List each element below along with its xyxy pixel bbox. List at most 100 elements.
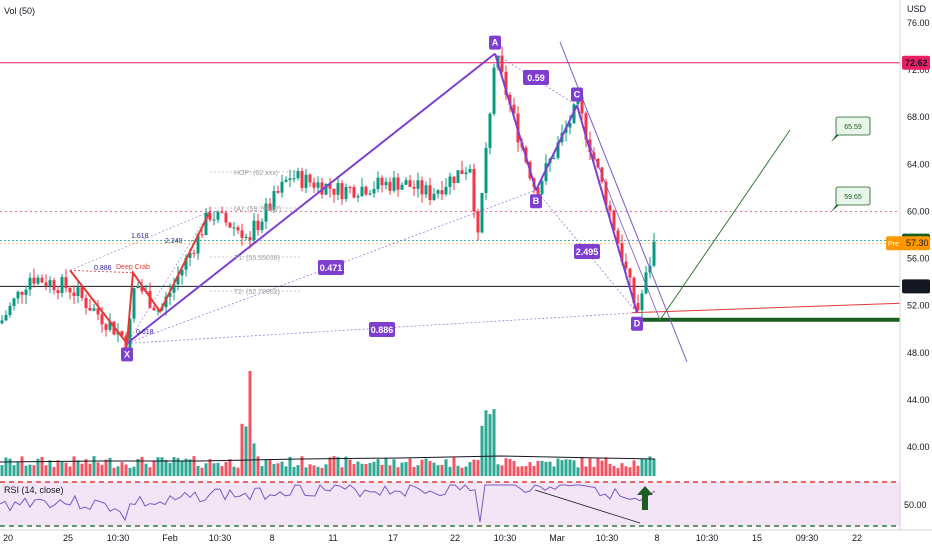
time-tick: 10:30 [696,533,719,543]
volume-bar [348,459,352,476]
candle-body [428,185,432,200]
price-tick: 60.00 [907,206,930,216]
volume-bar [508,458,512,476]
volume-bar [424,458,428,476]
volume-bar [532,465,536,476]
volume-bar [644,459,648,476]
volume-bar [296,465,300,476]
candle-body [540,181,544,195]
point-label-box [530,194,542,209]
volume-bar [180,461,184,476]
volume-bar [400,462,404,476]
candle-body [24,289,28,295]
time-tick: 17 [388,533,398,543]
volume-bar [500,465,504,476]
candle-body [216,211,220,220]
point-label-a: A [492,38,499,48]
volume-bar [420,459,424,476]
harmonic-cd-leg [576,105,638,314]
volume-bar [560,460,564,476]
price-tag-pre-box [886,236,930,251]
candle-body [452,176,456,184]
volume-bar [608,463,612,476]
candle-body [608,205,612,211]
volume-bar [388,465,392,476]
volume-bar [56,460,60,476]
candle-body [108,321,112,330]
candle-body [100,314,104,325]
annotation-t1: T1: (55.55038) [234,255,280,262]
time-tick: 10:30 [107,533,130,543]
candle-body [464,172,468,175]
candle-body [556,142,560,158]
volume-bar [136,458,140,476]
candle-body [240,230,244,238]
volume-bar [184,458,188,476]
candle-body [76,287,80,296]
candle-body [280,181,284,193]
volume-bar [384,457,388,476]
volume-bar [40,456,44,476]
time-tick: 8 [654,533,659,543]
time-tick: 10:30 [209,533,232,543]
candle-body [316,182,320,188]
volume-bar [116,466,120,476]
volume-bar [436,465,440,476]
candle-body [52,280,56,291]
candle-body [416,180,420,189]
volume-bar [128,467,132,476]
currency-label: USD [907,4,927,14]
candle-body [652,241,656,266]
candle-body [568,123,572,128]
volume-bar [580,456,584,476]
harmonic-xb-line [126,189,537,344]
volume-bar [172,457,176,476]
time-axis[interactable]: 20 25 10:30 Feb 10:30 8 11 17 22 10:30 Mar 10:30 8 10… [3,533,862,543]
ratio-ab-box [523,70,549,85]
target-label-2-box [835,186,871,206]
volume-bar [72,456,76,476]
volume-bar [104,459,108,476]
volume-bar [228,459,232,476]
volume-bar [484,410,488,476]
volume-bar [456,465,460,476]
ratio-xd-box [369,322,395,337]
volume-bar [44,465,48,476]
candle-body [628,268,632,278]
volume-bar [612,465,616,476]
volume-bar [48,460,52,476]
price-tick: 40.00 [907,442,930,452]
time-tick: 11 [328,533,337,543]
candle-body [372,189,376,194]
volume-bar [528,462,532,476]
point-label-c: C [574,89,581,99]
volume-bar [600,460,604,476]
volume-bar [516,466,520,476]
volume-bar [324,464,328,476]
volume-bar [524,466,528,476]
candle-body [188,252,192,258]
volume-bar [364,464,368,476]
time-tick: 09:30 [796,533,819,543]
annotation-hop: HOP: (62.xxx) [234,170,278,177]
rsi-label: RSI (14, close) [4,485,64,495]
volume-bar [24,465,28,476]
volume-bar [576,467,580,476]
price-axis[interactable]: 76.00 72.00 68.00 64.00 60.00 56.00 52.00 48.00… [907,18,930,452]
candle-body [276,190,280,193]
volume-bar [200,467,204,476]
volume-bar [564,459,568,476]
volume-bar [360,463,364,476]
candle-body [324,184,328,195]
volume-bar [336,457,340,476]
candle-body [48,280,52,286]
rsi-divergence-line [534,489,641,524]
volume-bar [356,461,360,476]
candle-body [220,211,224,213]
volume-bar [440,465,444,476]
candle-body [28,277,32,290]
candle-body [636,303,640,311]
candle-body [104,324,108,330]
